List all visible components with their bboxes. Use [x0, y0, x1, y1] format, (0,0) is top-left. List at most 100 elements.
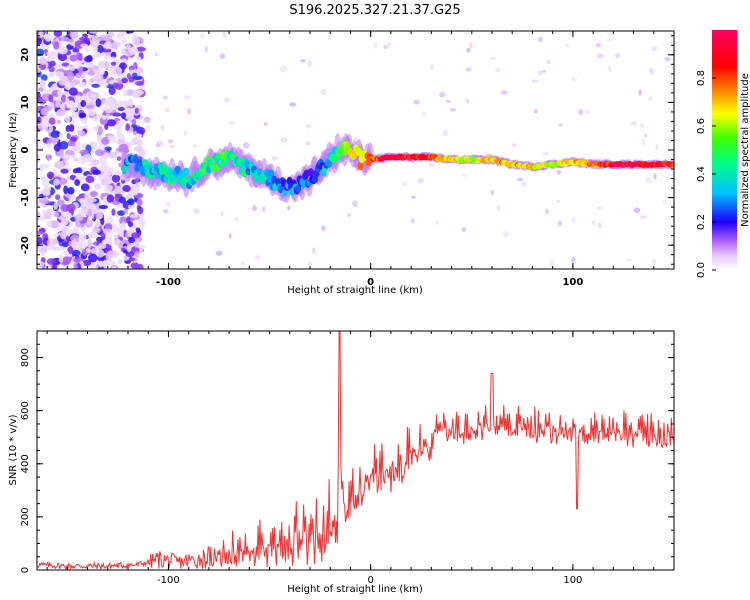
- spectrogram-noise-blob: [116, 33, 123, 39]
- spectrogram-noise-blob: [578, 108, 584, 116]
- snr-plot-area: [37, 331, 674, 570]
- spectrogram-noise-blob: [67, 140, 77, 147]
- spectrogram-noise-blob: [133, 251, 140, 259]
- spectrogram-noise-blob: [136, 126, 146, 135]
- spectrogram-noise-blob: [640, 122, 645, 129]
- spectrogram-noise-blob: [495, 67, 501, 73]
- spectrogram-noise-blob: [135, 133, 143, 138]
- spectrogram-y-tick-label: -20: [20, 236, 31, 254]
- spectrogram-noise-blob: [89, 262, 96, 269]
- spectrogram-noise-blob: [37, 224, 42, 230]
- spectrogram-noise-blob: [410, 217, 415, 224]
- spectrogram-noise-blob: [155, 143, 160, 148]
- spectrogram-noise-blob: [127, 98, 134, 104]
- spectrogram-noise-blob: [119, 216, 127, 225]
- spectrogram-noise-blob: [68, 87, 78, 96]
- spectrogram-noise-blob: [556, 199, 560, 204]
- spectrogram-noise-blob: [108, 260, 116, 266]
- spectrogram-noise-blob: [633, 207, 641, 213]
- snr-x-axis-label: Height of straight line (km): [287, 584, 423, 595]
- spectrogram-noise-blob: [85, 175, 95, 184]
- spectrogram-noise-blob: [110, 61, 117, 66]
- spectrogram-noise-blob: [162, 95, 168, 100]
- spectrogram-noise-blob: [544, 208, 550, 215]
- spectrogram-noise-blob: [242, 142, 250, 149]
- spectrogram-noise-blob: [542, 152, 550, 156]
- spectrogram-noise-blob: [46, 220, 53, 228]
- spectrogram-noise-blob: [85, 104, 95, 109]
- spectrogram-noise-blob: [83, 96, 90, 102]
- spectrogram-noise-blob: [105, 108, 113, 114]
- spectrogram-noise-blob: [112, 224, 117, 233]
- spectrogram-ridge-cell: [122, 164, 129, 173]
- spectrogram-noise-blob: [595, 43, 602, 48]
- spectrogram-noise-blob: [134, 107, 139, 114]
- spectrogram-noise-blob: [92, 169, 101, 175]
- spectrogram-noise-blob: [120, 133, 125, 141]
- spectrogram-noise-blob: [199, 33, 205, 40]
- spectrogram-noise-blob: [98, 205, 108, 210]
- colorbar-gradient: [712, 30, 737, 270]
- spectrogram-noise-blob: [383, 45, 388, 50]
- spectrogram-noise-blob: [68, 38, 74, 43]
- spectrogram-noise-blob: [442, 129, 448, 137]
- spectrogram-noise-blob: [127, 221, 134, 228]
- spectrogram-noise-blob: [66, 203, 76, 213]
- spectrogram-noise-blob: [42, 88, 51, 95]
- spectrogram-noise-blob: [167, 139, 174, 144]
- spectrogram-noise-blob: [223, 97, 230, 103]
- spectrogram-noise-blob: [103, 227, 112, 235]
- spectrogram-noise-blob: [78, 81, 87, 88]
- spectrogram-ridge-cell: [183, 167, 190, 176]
- spectrogram-noise-blob: [68, 246, 73, 255]
- spectrogram-noise-blob: [53, 31, 63, 37]
- spectrogram-noise-blob: [312, 247, 316, 255]
- colorbar-tick-label: 0.8: [696, 70, 707, 86]
- spectrogram-noise-blob: [263, 122, 268, 126]
- spectrogram-noise-blob: [63, 185, 69, 195]
- spectrogram-ridge-cell: [326, 159, 333, 168]
- spectrogram-noise-blob: [131, 37, 141, 46]
- spectrogram-noise-blob: [558, 123, 564, 127]
- spectrogram-noise-blob: [445, 99, 451, 103]
- spectrogram-noise-blob: [652, 258, 657, 266]
- spectrogram-noise-blob: [69, 54, 78, 62]
- snr-y-tick-label: 200: [20, 507, 31, 526]
- spectrogram-noise-blob: [44, 32, 53, 42]
- spectrogram-noise-blob: [67, 186, 75, 195]
- spectrogram-noise-blob: [227, 121, 235, 125]
- spectrogram-noise-blob: [128, 257, 136, 262]
- colorbar-label: Normalized spectral amplitude: [740, 73, 750, 227]
- spectrogram-noise-blob: [164, 107, 171, 112]
- spectrogram-noise-blob: [82, 37, 90, 44]
- spectrogram-noise-blob: [502, 230, 510, 238]
- spectrogram-noise-blob: [591, 220, 596, 226]
- spectrogram-noise-blob: [466, 47, 471, 53]
- spectrogram-noise-blob: [111, 137, 117, 144]
- spectrogram-noise-blob: [129, 65, 136, 71]
- spectrogram-noise-blob: [96, 212, 103, 220]
- spectrogram-noise-blob: [135, 227, 141, 233]
- spectrogram-noise-blob: [240, 261, 246, 266]
- spectrogram-noise-blob: [121, 77, 128, 84]
- spectrogram-noise-blob: [65, 97, 70, 106]
- spectrogram-x-tick-label: -100: [156, 277, 181, 288]
- spectrogram-noise-blob: [137, 139, 143, 148]
- spectrogram-noise-blob: [565, 43, 570, 48]
- spectrogram-noise-blob: [608, 65, 612, 72]
- spectrogram-noise-blob: [307, 262, 313, 266]
- spectrogram-noise-blob: [401, 181, 408, 187]
- spectrogram-noise-blob: [549, 259, 555, 267]
- spectrogram-noise-blob: [37, 236, 43, 245]
- spectrogram-ridge-cell: [170, 175, 177, 184]
- spectrogram-noise-blob: [89, 31, 100, 34]
- spectrogram-noise-blob: [193, 207, 200, 214]
- snr-panel: -100 0 100 0 200 400 600 800 Height of straight…: [8, 330, 675, 595]
- spectrogram-noise-blob: [411, 195, 416, 199]
- spectrogram-noise-blob: [113, 238, 121, 246]
- spectrogram-layer: [37, 31, 674, 269]
- spectrogram-noise-blob: [119, 62, 127, 70]
- spectrogram-noise-blob: [63, 250, 70, 256]
- spectrogram-noise-blob: [113, 170, 122, 176]
